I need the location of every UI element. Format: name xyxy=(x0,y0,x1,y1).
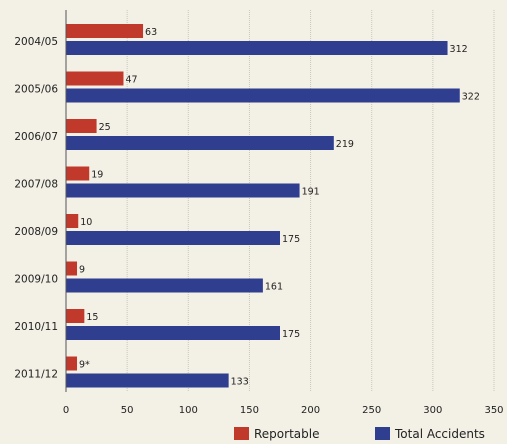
data-label-total: 322 xyxy=(462,92,480,103)
bar-total-accidents xyxy=(66,231,280,245)
data-label-reportable: 9 xyxy=(79,265,85,276)
bar-total-accidents xyxy=(66,373,229,388)
category-label: 2006/07 xyxy=(14,131,58,143)
bar-total-accidents xyxy=(66,41,448,55)
x-tick-label: 300 xyxy=(423,405,442,416)
data-label-reportable: 10 xyxy=(80,217,92,228)
data-label-reportable: 15 xyxy=(86,312,98,323)
data-label-reportable: 63 xyxy=(145,27,157,38)
bar-reportable xyxy=(66,71,124,86)
x-tick-label: 100 xyxy=(179,405,198,416)
data-label-total: 133 xyxy=(231,377,249,388)
data-label-total: 312 xyxy=(450,44,468,55)
category-label: 2005/06 xyxy=(14,84,58,96)
data-label-total: 161 xyxy=(265,282,283,293)
data-label-reportable: 25 xyxy=(99,122,111,133)
legend-label-total-accidents: Total Accidents xyxy=(394,427,485,441)
x-axis: 0 50 100 150 200 250 300 350 xyxy=(63,405,504,416)
bar-total-accidents xyxy=(66,278,263,293)
data-label-total: 175 xyxy=(282,329,300,340)
category-label: 2004/05 xyxy=(14,36,58,48)
data-label-reportable: 9* xyxy=(79,360,90,371)
legend: Reportable Total Accidents xyxy=(234,427,485,441)
data-label-reportable: 47 xyxy=(125,75,137,86)
y-axis: 2004/05 2005/06 2006/07 2007/08 2008/09 2009/… xyxy=(14,10,67,392)
bars: 63 312 47 322 25 219 19 191 10 175 9 161 15 175 9* 133 xyxy=(66,24,480,388)
x-tick-label: 350 xyxy=(484,405,503,416)
x-tick-label: 0 xyxy=(63,405,69,416)
category-label: 2009/10 xyxy=(14,274,58,286)
data-label-total: 191 xyxy=(302,187,320,198)
x-tick-label: 50 xyxy=(121,405,134,416)
bar-reportable xyxy=(66,119,97,133)
data-label-total: 219 xyxy=(336,139,354,150)
data-label-total: 175 xyxy=(282,234,300,245)
bar-total-accidents xyxy=(66,183,300,198)
bar-total-accidents xyxy=(66,136,334,150)
bar-reportable xyxy=(66,24,144,38)
legend-label-reportable: Reportable xyxy=(254,427,319,441)
bar-reportable xyxy=(66,261,78,276)
bar-reportable xyxy=(66,214,79,228)
bar-total-accidents xyxy=(66,326,280,340)
x-tick-label: 250 xyxy=(362,405,381,416)
legend-swatch-total-accidents xyxy=(375,427,390,440)
x-tick-label: 200 xyxy=(301,405,320,416)
category-label: 2007/08 xyxy=(14,179,58,191)
category-label: 2011/12 xyxy=(14,369,58,381)
category-label: 2010/11 xyxy=(14,321,58,333)
legend-swatch-reportable xyxy=(234,427,249,440)
data-label-reportable: 19 xyxy=(91,170,103,181)
bar-reportable xyxy=(66,309,85,323)
x-tick-label: 150 xyxy=(240,405,259,416)
bar-reportable xyxy=(66,356,78,371)
category-label: 2008/09 xyxy=(14,226,58,238)
bar-total-accidents xyxy=(66,88,460,103)
bar-reportable xyxy=(66,166,90,181)
